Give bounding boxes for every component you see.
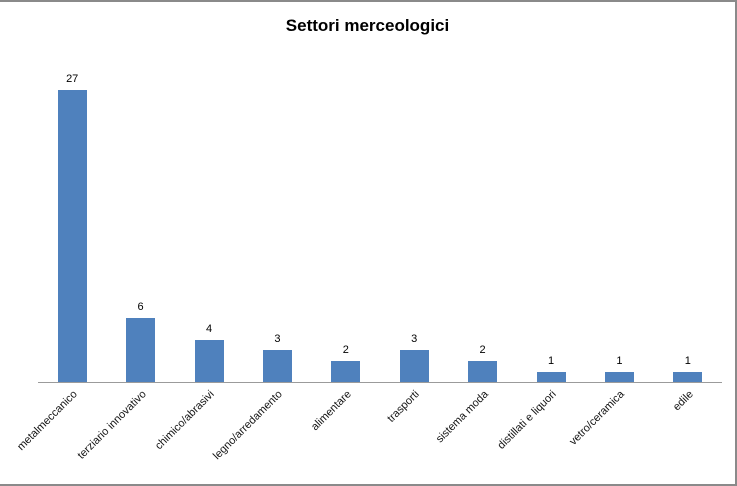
plot-area: 27 6 4 3 2 3 2 1 1 1 bbox=[38, 52, 722, 383]
bar-value-label: 1 bbox=[616, 355, 623, 368]
bar bbox=[57, 90, 87, 383]
x-axis-label: vetro/ceramica bbox=[567, 388, 628, 448]
bar-value-label: 2 bbox=[479, 344, 486, 357]
x-axis-label: chimico/abrasivi bbox=[152, 388, 217, 453]
x-axis-label: trasporti bbox=[385, 388, 422, 425]
x-axis-label: metalmeccanico bbox=[15, 388, 80, 453]
bar-value-label: 4 bbox=[205, 322, 213, 335]
bar bbox=[604, 372, 634, 383]
x-axis-label: distillati e liquori bbox=[495, 388, 559, 452]
bar bbox=[262, 350, 292, 383]
bar bbox=[194, 339, 224, 383]
x-axis-line bbox=[38, 382, 722, 383]
bar-value-label: 3 bbox=[274, 333, 281, 346]
x-axis-label: terziario innovativo bbox=[75, 388, 149, 462]
bar bbox=[468, 361, 498, 383]
bar-value-label: 27 bbox=[66, 73, 79, 85]
bar bbox=[331, 361, 361, 383]
x-axis-label: alimentare bbox=[308, 388, 354, 434]
bar bbox=[399, 350, 429, 383]
bar bbox=[673, 372, 703, 383]
bar-value-label: 6 bbox=[137, 300, 144, 313]
bar-value-label: 1 bbox=[684, 355, 691, 368]
chart-title: Settori merceologici bbox=[285, 16, 450, 35]
bar bbox=[536, 372, 566, 383]
x-axis-label: sistema moda bbox=[433, 388, 491, 446]
bar-value-label: 1 bbox=[547, 355, 555, 368]
bar-value-label: 3 bbox=[411, 333, 418, 346]
x-axis-label: edile bbox=[670, 388, 696, 414]
bar bbox=[126, 317, 156, 383]
bar-value-label: 2 bbox=[342, 344, 349, 357]
x-axis-label: legno/arredamento bbox=[211, 388, 286, 463]
